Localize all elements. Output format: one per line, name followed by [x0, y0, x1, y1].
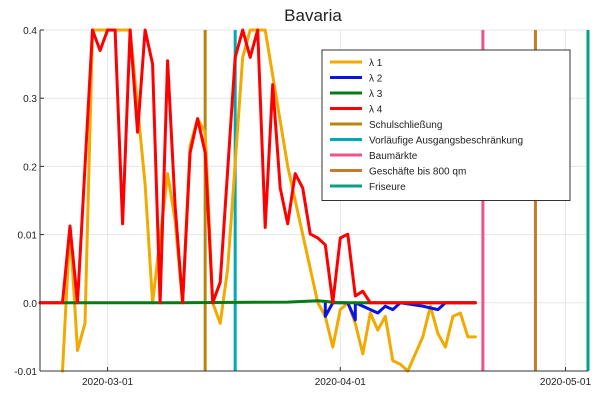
x-tick-label: 2020-03-01 — [82, 377, 134, 388]
y-tick-label: 0.2 — [23, 162, 37, 173]
y-tick-label: 0.3 — [23, 94, 37, 105]
series-lines — [38, 28, 477, 373]
legend-label: Friseure — [369, 182, 406, 193]
legend: λ 1 λ 2 λ 3 λ 4 Schulschließung Vorläufige Au… — [321, 49, 571, 201]
y-tick-label: 0.4 — [23, 26, 37, 37]
legend-label: Baumärkte — [369, 151, 418, 162]
y-tick-label: -0.01 — [14, 367, 37, 378]
series-line — [38, 299, 477, 305]
series-line — [38, 28, 477, 305]
legend-box — [321, 49, 571, 201]
y-tick-label: 0.01 — [18, 231, 38, 242]
chart-title: Bavaria — [284, 6, 342, 25]
legend-label: Vorläufige Ausgangsbeschränkung — [369, 136, 523, 147]
legend-label: λ 3 — [369, 89, 383, 100]
y-tick-label: 0.0 — [23, 299, 37, 310]
legend-label: Schulschließung — [369, 120, 442, 131]
x-axis-ticks: 2020-03-01 2020-04-01 2020-05-01 — [82, 367, 592, 388]
legend-label: λ 1 — [369, 58, 383, 69]
x-tick-label: 2020-04-01 — [315, 377, 367, 388]
legend-label: Geschäfte bis 800 qm — [369, 167, 466, 178]
series-line — [61, 28, 477, 373]
axes — [39, 30, 588, 372]
legend-label: λ 4 — [369, 105, 383, 116]
x-tick-label: 2020-05-01 — [540, 377, 592, 388]
legend-label: λ 2 — [369, 74, 383, 85]
